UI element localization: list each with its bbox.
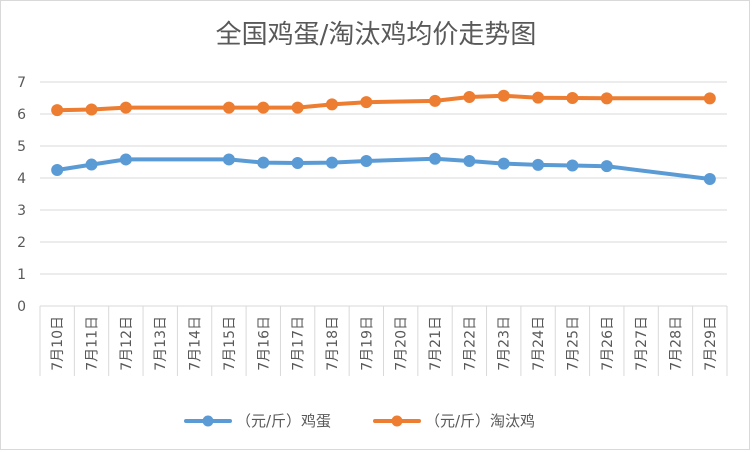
data-point: [600, 92, 613, 105]
x-tick-label: 7月19日: [359, 316, 375, 371]
data-point: [429, 94, 442, 107]
data-point: [85, 158, 98, 171]
y-tick-label: 6: [17, 107, 26, 123]
data-point: [703, 172, 716, 185]
data-point: [600, 160, 613, 173]
x-tick-label: 7月22日: [462, 316, 478, 371]
legend-label-1: （元/斤）淘汰鸡: [425, 412, 535, 430]
x-tick-label: 7月27日: [634, 316, 650, 371]
data-point: [257, 101, 270, 114]
data-point: [429, 152, 442, 165]
x-tick-label: 7月14日: [188, 316, 204, 371]
data-point: [222, 153, 235, 166]
x-tick-label: 7月15日: [222, 316, 238, 371]
data-point: [51, 104, 64, 117]
x-tick-label: 7月23日: [497, 316, 513, 371]
y-tick-label: 0: [17, 299, 26, 315]
series-1: [51, 89, 716, 117]
y-tick-label: 2: [17, 235, 26, 251]
x-tick-label: 7月24日: [531, 316, 547, 371]
legend-marker-1: [391, 415, 403, 427]
data-point: [532, 91, 545, 104]
data-point: [497, 89, 510, 102]
data-point: [703, 92, 716, 105]
x-axis-ticks: 7月10日 7月11日 7月12日 7月13日 7月14日 7月15日 7月16日 7月17日…: [50, 316, 719, 371]
series-layer: [51, 89, 716, 185]
data-point: [222, 101, 235, 114]
legend-label-0: （元/斤）鸡蛋: [236, 412, 331, 430]
data-point: [360, 96, 373, 109]
x-tick-label: 7月29日: [703, 316, 719, 371]
data-point: [497, 157, 510, 170]
y-tick-label: 5: [17, 139, 26, 155]
x-tick-label: 7月21日: [428, 316, 444, 371]
x-tick-label: 7月11日: [85, 316, 101, 371]
chart-title: 全国鸡蛋/淘汰鸡均价走势图: [215, 20, 537, 50]
y-tick-label: 1: [17, 267, 26, 283]
legend-marker-0: [202, 415, 214, 427]
data-point: [566, 92, 579, 104]
data-point: [291, 101, 304, 114]
data-point: [360, 155, 373, 168]
data-point: [257, 156, 270, 169]
y-tick-label: 3: [17, 203, 26, 219]
data-point: [85, 103, 98, 116]
grid-layer: [39, 81, 728, 376]
data-point: [119, 153, 132, 166]
x-tick-label: 7月12日: [119, 316, 135, 371]
data-point: [291, 156, 304, 169]
x-tick-label: 7月10日: [50, 316, 66, 371]
series-0: [51, 152, 716, 185]
x-tick-label: 7月13日: [153, 316, 169, 371]
data-point: [463, 155, 476, 168]
data-point: [119, 101, 132, 114]
x-tick-label: 7月16日: [256, 316, 272, 371]
data-point: [532, 158, 545, 171]
data-point: [51, 164, 64, 176]
x-tick-label: 7月28日: [668, 316, 684, 371]
x-tick-label: 7月20日: [394, 316, 410, 371]
y-tick-label: 4: [17, 171, 26, 187]
x-tick-label: 7月25日: [565, 316, 581, 371]
data-point: [325, 156, 338, 169]
x-tick-label: 7月26日: [600, 316, 616, 371]
data-point: [325, 98, 338, 111]
x-tick-label: 7月17日: [291, 316, 307, 371]
y-tick-label: 7: [17, 75, 26, 91]
y-axis-ticks: 0 1 2 3 4 5 6 7: [17, 75, 26, 315]
data-point: [463, 91, 476, 104]
data-point: [566, 159, 579, 172]
legend: （元/斤）鸡蛋 （元/斤）淘汰鸡: [184, 412, 535, 430]
x-tick-label: 7月18日: [325, 316, 341, 371]
